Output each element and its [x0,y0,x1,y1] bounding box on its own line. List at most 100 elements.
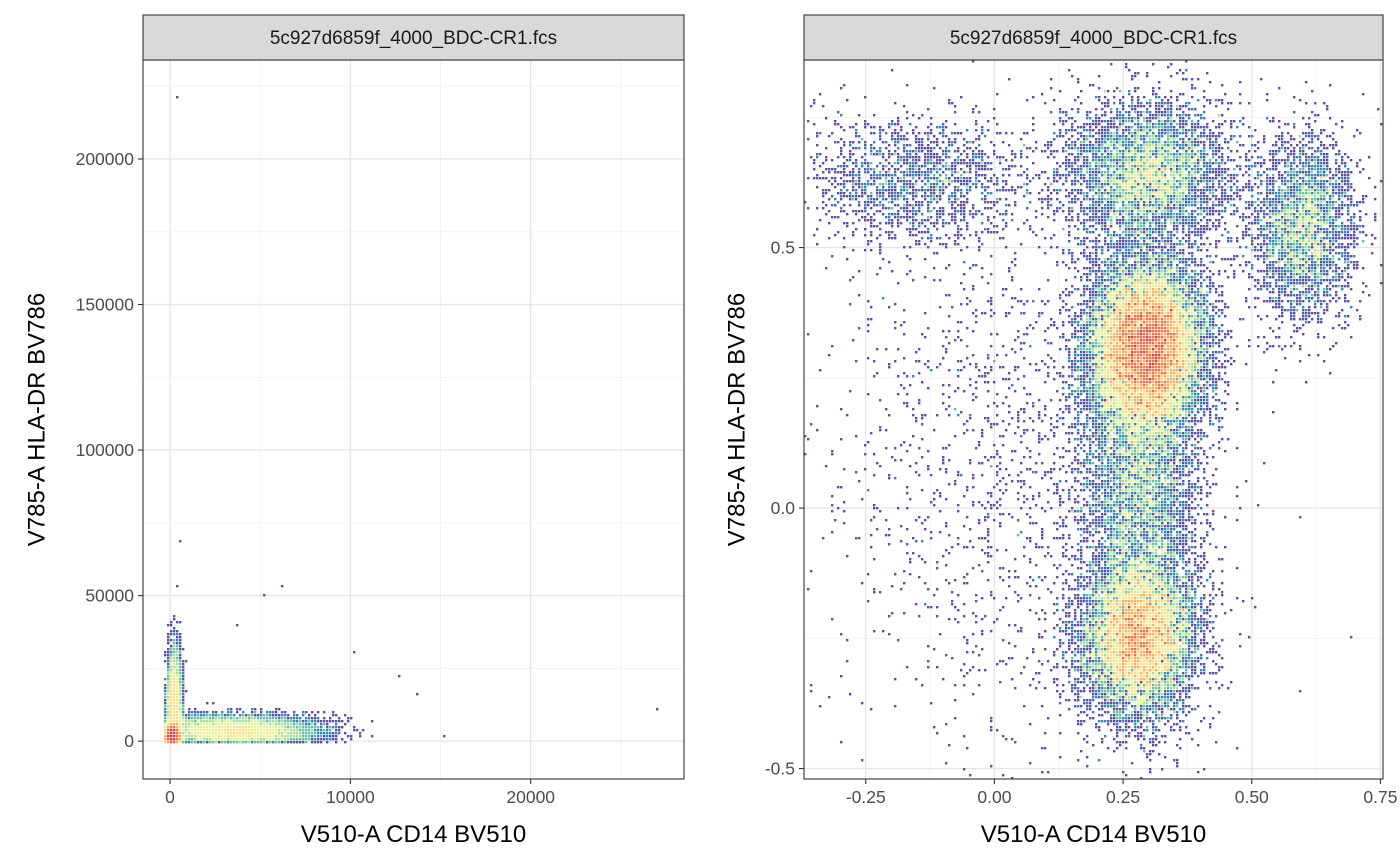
density-bin [1215,741,1218,744]
density-bin [1077,324,1080,327]
density-bin [1170,219,1173,222]
density-bin [188,726,191,729]
density-bin [1131,663,1134,666]
density-bin [224,714,227,717]
density-bin [1128,264,1131,267]
density-bin [1164,243,1167,246]
density-bin [1170,297,1173,300]
density-bin [1146,312,1149,315]
density-bin [1161,423,1164,426]
density-bin [1188,630,1191,633]
density-bin [164,711,167,714]
density-bin [1197,291,1200,294]
density-bin [1092,312,1095,315]
density-bin [1185,363,1188,366]
density-bin [1086,603,1089,606]
density-bin [1095,321,1098,324]
density-bin [179,711,182,714]
density-bin [1185,687,1188,690]
density-bin [1185,612,1188,615]
density-bin [1164,678,1167,681]
density-bin [1116,312,1119,315]
density-bin [260,723,263,726]
density-bin [203,714,206,717]
density-bin [1173,297,1176,300]
density-bin [1143,273,1146,276]
density-bin [1158,378,1161,381]
density-bin [1161,396,1164,399]
density-bin [1131,561,1134,564]
density-bin [1176,267,1179,270]
density-bin [1122,342,1125,345]
density-bin [1155,654,1158,657]
density-bin [1110,339,1113,342]
density-bin [1113,393,1116,396]
density-bin [320,726,323,729]
density-bin [1200,360,1203,363]
density-bin [1185,378,1188,381]
density-bin [1221,591,1224,594]
density-bin [1179,435,1182,438]
density-bin [1131,201,1134,204]
density-bin [1068,615,1071,618]
density-bin [1086,360,1089,363]
density-bin [1101,375,1104,378]
density-bin [1125,369,1128,372]
density-bin [1110,282,1113,285]
density-bin [233,714,236,717]
density-bin [179,666,182,669]
density-bin [1134,648,1137,651]
density-bin [1131,411,1134,414]
density-bin [1113,660,1116,663]
density-bin [1248,345,1251,348]
density-bin [1161,633,1164,636]
density-bin [1119,681,1122,684]
density-bin [1107,645,1110,648]
density-bin [1104,273,1107,276]
density-bin [1140,303,1143,306]
density-bin [1170,291,1173,294]
density-bin [1167,234,1170,237]
density-bin [1200,333,1203,336]
density-bin [1206,306,1209,309]
density-bin [1137,405,1140,408]
density-bin [272,729,275,732]
density-bin [1164,609,1167,612]
density-bin [1209,345,1212,348]
density-bin [1086,306,1089,309]
density-bin [1086,279,1089,282]
density-bin [1107,393,1110,396]
density-bin [1143,288,1146,291]
density-bin [1158,405,1161,408]
density-bin [1179,258,1182,261]
density-bin [1095,273,1098,276]
density-bin [1149,447,1152,450]
density-bin [1215,405,1218,408]
density-bin [1119,687,1122,690]
density-bin [1161,252,1164,255]
density-bin [1200,303,1203,306]
density-bin [1140,423,1143,426]
density-bin [1131,378,1134,381]
density-bin [1146,609,1149,612]
density-bin [1104,303,1107,306]
density-bin [1188,252,1191,255]
density-bin [1167,678,1170,681]
density-bin [1122,414,1125,417]
density-bin [1098,690,1101,693]
density-bin [1182,387,1185,390]
density-bin [1173,339,1176,342]
density-bin [1215,291,1218,294]
density-bin [1113,432,1116,435]
density-bin [1095,579,1098,582]
density-bin [1131,285,1134,288]
density-bin [1077,378,1080,381]
density-bin [1176,366,1179,369]
density-bin [1107,342,1110,345]
density-bin [344,714,347,717]
density-bin [1122,261,1125,264]
density-bin [1182,303,1185,306]
density-bin [1134,615,1137,618]
density-bin [1161,405,1164,408]
density-bin [1095,672,1098,675]
